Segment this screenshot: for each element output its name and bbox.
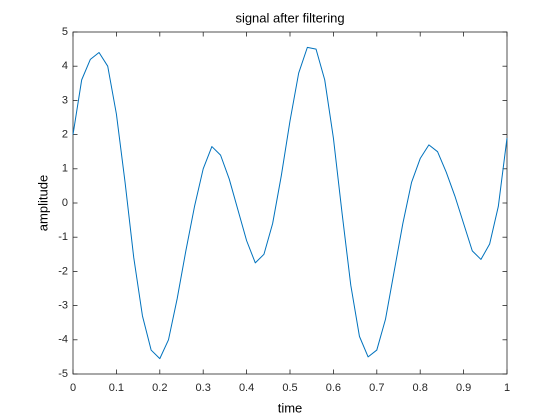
x-tick-label: 0.1 [109, 382, 124, 394]
x-axis-label: time [278, 400, 303, 415]
x-tick-label: 0.7 [369, 382, 384, 394]
y-tick-label: 2 [62, 129, 68, 141]
x-tick-label: 0.4 [239, 382, 254, 394]
y-tick-label: -1 [58, 231, 68, 243]
x-tick-label: 0 [70, 382, 76, 394]
y-tick-label: 1 [62, 163, 68, 175]
y-tick-label: 4 [62, 60, 68, 72]
axes-box [72, 31, 508, 375]
x-tick-label: 0.6 [326, 382, 341, 394]
x-tick-label: 0.5 [282, 382, 297, 394]
y-axis-label: amplitude [35, 175, 50, 231]
x-tick-label: 0.2 [152, 382, 167, 394]
chart-title: signal after filtering [235, 10, 344, 25]
y-tick-label: -3 [58, 300, 68, 312]
y-tick-label: -4 [58, 334, 68, 346]
x-tick-label: 1 [504, 382, 510, 394]
y-tick-label: -5 [58, 368, 68, 380]
x-tick-label: 0.8 [413, 382, 428, 394]
x-tick-label: 0.9 [456, 382, 471, 394]
signal-line [72, 46, 508, 360]
x-tick-label: 0.3 [196, 382, 211, 394]
y-tick-label: -2 [58, 265, 68, 277]
y-tick-label: 3 [62, 94, 68, 106]
y-tick-label: 0 [62, 197, 68, 209]
y-tick-label: 5 [62, 26, 68, 38]
